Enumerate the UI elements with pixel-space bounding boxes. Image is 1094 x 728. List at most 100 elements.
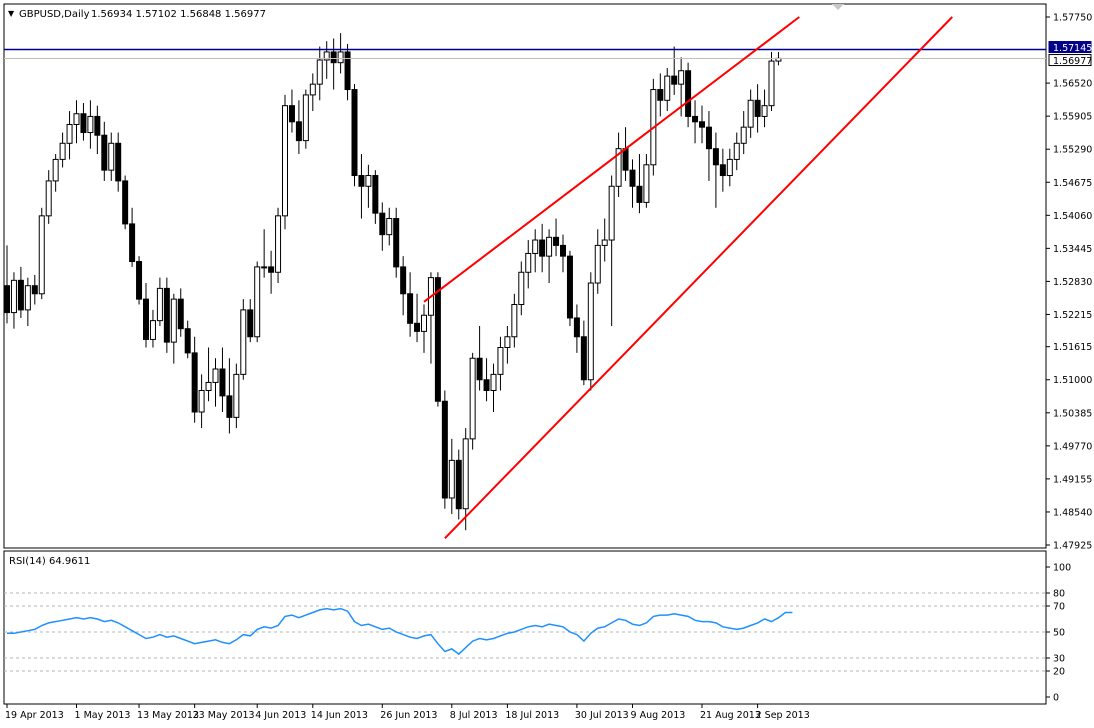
candle-body bbox=[553, 236, 560, 246]
candle bbox=[497, 336, 504, 391]
channel-line-lower[interactable] bbox=[444, 16, 953, 539]
price-tick-label: 1.50385 bbox=[1053, 408, 1092, 419]
candle bbox=[462, 428, 469, 531]
candle bbox=[191, 336, 198, 423]
price-pane-border bbox=[3, 3, 1047, 549]
rsi-tick-label: 0 bbox=[1053, 693, 1059, 704]
candle-body bbox=[566, 255, 573, 319]
candle-body bbox=[309, 83, 316, 96]
channel-lines[interactable] bbox=[423, 16, 953, 539]
candle-body bbox=[587, 282, 594, 381]
rsi-tick-label: 70 bbox=[1053, 602, 1065, 613]
time-tick-label: 26 Jun 2013 bbox=[380, 710, 437, 721]
candle bbox=[288, 89, 295, 133]
candle bbox=[17, 266, 24, 318]
candle-body bbox=[601, 239, 608, 246]
candle bbox=[177, 288, 184, 337]
candle-body bbox=[254, 266, 261, 338]
candle bbox=[733, 132, 740, 171]
collapse-triangle-icon[interactable]: ▼ bbox=[8, 9, 15, 18]
time-tick-label: 23 May 2013 bbox=[193, 710, 255, 721]
candle bbox=[309, 73, 316, 112]
candle bbox=[129, 207, 136, 267]
candle-body bbox=[66, 123, 73, 144]
candle-body bbox=[719, 164, 726, 177]
candle-body bbox=[539, 239, 546, 257]
candle-body bbox=[330, 51, 337, 64]
candle bbox=[441, 390, 448, 509]
candle bbox=[490, 363, 497, 412]
candle-body bbox=[170, 298, 177, 343]
candle-body bbox=[247, 309, 254, 338]
candle-body bbox=[629, 169, 636, 187]
candle bbox=[66, 111, 73, 160]
candle-body bbox=[761, 105, 768, 117]
candle bbox=[754, 84, 761, 133]
rsi-pane[interactable]: 100 80 70 50 30 20 0 RSI(14) 64.9611 bbox=[3, 550, 1071, 705]
candle bbox=[115, 132, 122, 192]
candle-body bbox=[344, 51, 351, 91]
candle bbox=[143, 283, 149, 348]
candle bbox=[59, 132, 66, 168]
candle-body bbox=[504, 336, 511, 349]
time-tick-label: 2 Sep 2013 bbox=[756, 710, 810, 721]
candle bbox=[282, 94, 288, 230]
price-tick-label: 1.56520 bbox=[1053, 79, 1092, 90]
candle-body bbox=[692, 115, 699, 123]
candle bbox=[247, 299, 254, 343]
candle-body bbox=[10, 279, 17, 314]
candle-body bbox=[643, 164, 650, 203]
candle bbox=[73, 100, 80, 144]
candle bbox=[351, 84, 358, 187]
candle-body bbox=[205, 381, 212, 391]
price-tick-label: 1.54060 bbox=[1053, 211, 1092, 222]
price-tags: 1.57145 1.56977 bbox=[1048, 41, 1092, 67]
candle-body bbox=[462, 438, 469, 510]
candle bbox=[330, 38, 337, 90]
candle-body bbox=[212, 368, 219, 383]
candle-body bbox=[393, 218, 400, 268]
price-tick-label: 1.51615 bbox=[1053, 342, 1092, 353]
candle bbox=[275, 207, 282, 284]
candle bbox=[712, 132, 719, 208]
candle bbox=[372, 170, 379, 224]
candle bbox=[455, 449, 462, 520]
resistance-price-tag-label: 1.57145 bbox=[1053, 43, 1092, 54]
bid-price-tag bbox=[1048, 54, 1092, 67]
shift-marker-icon[interactable] bbox=[832, 4, 844, 10]
candle bbox=[156, 277, 163, 327]
candle bbox=[566, 250, 573, 327]
candle bbox=[448, 438, 455, 515]
candle-body bbox=[768, 60, 775, 107]
candle bbox=[170, 293, 177, 364]
candle-body bbox=[365, 175, 372, 187]
candle bbox=[664, 68, 671, 112]
candle bbox=[226, 358, 233, 434]
candle bbox=[316, 46, 323, 101]
candle-body bbox=[699, 121, 705, 128]
candle-body bbox=[4, 285, 10, 314]
candle bbox=[45, 170, 52, 224]
candle-body bbox=[316, 59, 323, 85]
candle bbox=[629, 159, 636, 208]
candle-body bbox=[414, 322, 421, 332]
candle bbox=[705, 111, 712, 181]
candle bbox=[365, 164, 372, 208]
candle bbox=[594, 229, 601, 294]
candle bbox=[122, 175, 129, 230]
candle-body bbox=[518, 271, 525, 306]
candle-body bbox=[233, 373, 240, 418]
ohlc-label: 1.56934 1.57102 1.56848 1.56977 bbox=[91, 9, 266, 20]
time-tick-label: 30 Jul 2013 bbox=[575, 710, 629, 721]
channel-line-upper[interactable] bbox=[423, 16, 800, 303]
price-pane[interactable]: 1.57750 1.56520 1.55905 1.55290 1.54675 1.540… bbox=[3, 3, 1092, 552]
candle-body bbox=[608, 185, 615, 241]
candle bbox=[379, 202, 386, 251]
candle bbox=[601, 218, 608, 262]
candle bbox=[295, 100, 302, 155]
candle-body bbox=[441, 400, 448, 499]
candle bbox=[726, 148, 733, 187]
horizontal-lines[interactable] bbox=[4, 48, 1046, 60]
